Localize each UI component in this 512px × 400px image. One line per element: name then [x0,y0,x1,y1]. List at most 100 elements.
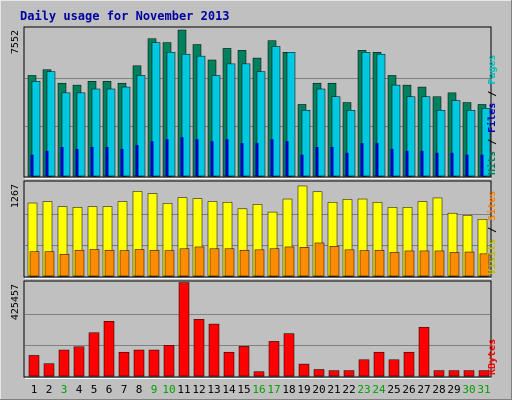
bar-kbytes-day-16 [253,371,265,377]
x-tick-label-day-6: 6 [106,383,113,396]
x-tick-label-day-5: 5 [91,383,98,396]
bar-sites-day-3 [59,253,70,277]
legend-kbytes: KBytes [487,339,498,375]
x-tick-label-day-11: 11 [177,383,190,396]
legend-separator: / [487,133,498,151]
x-tick-label-day-14: 14 [222,383,236,396]
bar-files-day-15 [240,143,244,176]
bar-files-day-2 [45,150,49,176]
bar-kbytes-day-10 [163,345,175,377]
legend-item-kbytes: KBytes [487,339,498,375]
bar-sites-day-15 [239,249,250,277]
legend-item-visits: Visits [486,239,498,275]
x-tick-label-day-8: 8 [136,383,143,396]
bar-pages-day-28 [436,110,446,177]
bar-pages-day-19 [301,110,311,177]
bar-sites-day-14 [224,248,235,277]
bar-kbytes-day-22 [343,370,355,377]
x-tick-label-day-30: 30 [462,383,475,396]
bar-pages-day-27 [421,96,431,177]
bar-kbytes-day-9 [148,349,160,377]
panel-frame [23,26,492,178]
bar-pages-day-21 [331,96,341,177]
bar-files-day-22 [345,152,349,176]
legend-item-hits: Hits [486,151,498,175]
bar-kbytes-day-8 [133,349,145,377]
bar-sites-day-31 [479,253,490,277]
bar-files-day-10 [165,139,169,176]
bar-kbytes-day-17 [268,341,280,377]
x-tick-label-day-26: 26 [402,383,415,396]
bar-files-day-28 [435,152,439,176]
bar-sites-day-13 [209,248,220,277]
bar-files-day-18 [285,141,289,176]
panel-visits: 1267 Visits / Sites [10,180,498,279]
bar-sites-day-1 [29,251,40,277]
bar-kbytes-day-4 [73,346,85,377]
bar-files-day-19 [300,154,304,176]
bar-files-day-24 [375,143,379,176]
bar-sites-day-27 [419,250,430,277]
bar-pages-day-31 [481,108,491,177]
x-axis-day-labels: 1 2 3 4 5 6 7 8 9 10 11 12 13 14 15 16 17 18 19 20 21 22 23 24 2… [31,383,491,396]
bar-kbytes-day-5 [88,332,100,377]
bar-files-day-31 [480,154,484,176]
bar-pages-day-14 [226,63,236,177]
bar-sites-day-23 [359,250,370,277]
bar-sites-day-19 [299,247,310,277]
x-tick-label-day-19: 19 [297,383,310,396]
bar-pages-day-3 [61,92,71,177]
x-tick-label-day-3: 3 [61,383,68,396]
bar-kbytes-day-28 [433,370,445,377]
bar-pages-day-10 [166,52,176,177]
bar-sites-day-20 [314,242,325,277]
bar-pages-day-2 [46,71,56,177]
bar-sites-day-24 [374,249,385,277]
bar-sites-day-21 [329,245,340,277]
bar-kbytes-day-14 [223,351,235,377]
bar-pages-day-17 [271,46,281,177]
bar-sites-day-30 [464,251,475,277]
bar-kbytes-day-15 [238,346,250,377]
axis-max-label-hits: 7552 [10,30,21,54]
bar-files-day-23 [360,143,364,176]
x-tick-label-day-7: 7 [121,383,128,396]
legend-hits: Hits / Files / Pages [486,55,498,175]
bar-sites-day-5 [89,249,100,277]
bar-pages-day-15 [241,63,251,177]
x-tick-label-day-29: 29 [447,383,460,396]
x-tick-label-day-16: 16 [252,383,265,396]
axis-max-label-visits: 1267 [10,184,21,208]
x-tick-label-day-15: 15 [237,383,250,396]
bar-sites-day-7 [119,250,130,277]
bar-pages-day-23 [361,52,371,177]
bar-pages-day-20 [316,88,326,177]
bar-pages-day-13 [211,75,221,177]
bar-files-day-21 [330,147,334,176]
bar-pages-day-18 [286,52,296,177]
bar-sites-day-11 [179,248,190,277]
bar-pages-day-24 [376,53,386,177]
bar-pages-day-7 [121,86,131,177]
bar-sites-day-26 [404,250,415,277]
bar-files-day-16 [255,143,259,176]
bar-kbytes-day-13 [208,323,220,377]
x-tick-label-day-18: 18 [282,383,295,396]
legend-item-pages: Pages [487,55,498,85]
bar-kbytes-day-19 [298,363,310,377]
panel-frame [23,180,492,278]
bar-sites-day-22 [344,249,355,277]
bar-pages-day-30 [466,110,476,177]
bar-files-day-25 [390,148,394,176]
bar-pages-day-22 [346,110,356,177]
x-tick-label-day-4: 4 [76,383,83,396]
x-tick-label-day-31: 31 [477,383,490,396]
bar-kbytes-day-18 [283,333,295,377]
bar-kbytes-day-2 [43,363,55,377]
x-tick-label-day-21: 21 [327,383,340,396]
bar-pages-day-12 [196,55,206,177]
bar-pages-day-11 [181,53,191,177]
bar-sites-day-29 [449,252,460,277]
panel-hits: 7552 Hits / Files / Pages [10,26,498,179]
